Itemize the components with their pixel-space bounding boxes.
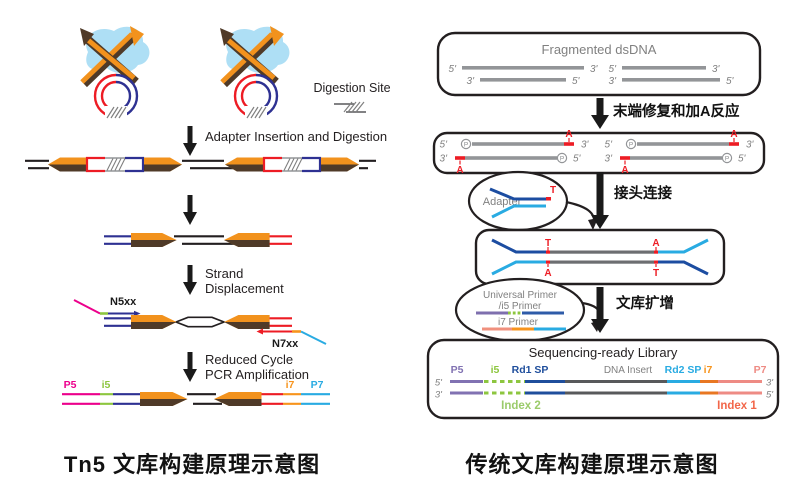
- step-label-displacement: Displacement: [205, 281, 284, 296]
- p5-label: P5: [64, 379, 77, 391]
- n7-primer-icon: [256, 328, 327, 345]
- down-arrow-step2: [183, 195, 197, 225]
- tn5-caption: Tn5 文库构建原理示意图: [63, 452, 321, 477]
- library-top-strand: [450, 380, 762, 383]
- p7-label: P7: [311, 379, 324, 391]
- i7-label: i7: [286, 379, 295, 391]
- p5-label: P5: [451, 364, 464, 376]
- tn5-final-library: [62, 392, 330, 406]
- rd1-sp-label: Rd1 SP: [512, 364, 549, 376]
- step-label-adapter-insertion: Adapter Insertion and Digestion: [205, 129, 387, 144]
- end-label: 3': [590, 64, 599, 75]
- tn5-panel-figure: Digestion Site Adapter Insertion and Dig…: [25, 0, 391, 406]
- step-label-end-repair: 末端修复和加A反应: [613, 102, 740, 120]
- dna-with-transposon-sites: [25, 157, 376, 173]
- strand-displacement-fragment: [104, 315, 292, 329]
- end-label: 3': [609, 76, 618, 87]
- adapter-legend: Adapter T: [467, 170, 598, 232]
- base-t-label: T: [653, 268, 659, 279]
- end-label: 3': [766, 378, 774, 389]
- sequencing-ready-library-box: Sequencing-ready Library P5 i5 Rd1 SP DN…: [426, 338, 780, 420]
- end-label: 3': [435, 390, 443, 401]
- i5-primer-label: /i5 Primer: [499, 301, 542, 312]
- step-label-ligation: 接头连接: [614, 184, 672, 202]
- n5-primer-icon: [73, 299, 141, 317]
- end-label: 3': [712, 64, 721, 75]
- end-label: 5': [435, 378, 443, 389]
- box4-title: Sequencing-ready Library: [529, 345, 678, 360]
- p7-label: P7: [754, 364, 767, 376]
- i5-label: i5: [491, 364, 500, 376]
- end-label: 5': [449, 64, 458, 75]
- tn5-transposome-left: [80, 26, 149, 119]
- digestion-site-icon: [334, 101, 366, 113]
- library-bottom-strand: [450, 391, 762, 395]
- down-arrow-step3: [183, 265, 197, 295]
- end-label: 5': [726, 76, 735, 87]
- base-t-label: T: [550, 185, 556, 196]
- digestion-site-label: Digestion Site: [313, 81, 390, 95]
- step-label-amplification: 文库扩增: [616, 294, 674, 312]
- index2-label: Index 2: [501, 400, 541, 412]
- dna-insert-label: DNA Insert: [604, 365, 653, 376]
- step-label-strand: Strand: [205, 266, 243, 281]
- box1-title: Fragmented dsDNA: [542, 42, 657, 57]
- a-tailed-box: [432, 128, 766, 177]
- primer-legend: Universal Primer /i5 Primer i7 Primer: [454, 277, 602, 343]
- ligated-product-box: T A A T: [474, 228, 726, 286]
- step-label-reduced-cycle: Reduced Cycle: [205, 352, 293, 367]
- end-label: 3': [467, 76, 476, 87]
- tn5-transposome-right: [220, 26, 289, 119]
- down-arrow-amplification: [591, 287, 609, 333]
- step-label-pcr-amplification: PCR Amplification: [205, 367, 309, 382]
- i7-label: i7: [704, 364, 713, 376]
- base-t-label: T: [545, 238, 551, 249]
- index1-label: Index 1: [717, 400, 757, 412]
- end-label: 5': [609, 64, 618, 75]
- rd2-sp-label: Rd2 SP: [665, 364, 702, 376]
- down-arrow-ligation: [591, 172, 609, 229]
- tagmented-fragment: [104, 233, 292, 247]
- end-label: 5': [572, 76, 581, 87]
- i7-primer-label: i7 Primer: [498, 317, 539, 328]
- universal-primer-label: Universal Primer: [483, 290, 558, 301]
- n7-primer-label: N7xx: [272, 338, 299, 350]
- down-arrow-step4: [183, 352, 197, 382]
- down-arrow-end-repair: [591, 98, 609, 129]
- i5-label: i5: [102, 379, 111, 391]
- base-a-label: A: [544, 268, 551, 279]
- base-a-label: A: [652, 238, 659, 249]
- fragmented-dsdna-box: Fragmented dsDNA 5' 3' 3' 5' 5' 3' 3' 5': [436, 31, 762, 97]
- down-arrow-step1: [183, 126, 197, 156]
- traditional-caption: 传统文库构建原理示意图: [465, 452, 719, 477]
- traditional-panel-figure: 5' P A 3' 3' A P 5' Fragmented dsDNA 5' …: [426, 31, 780, 420]
- n5-primer-label: N5xx: [110, 296, 137, 308]
- end-label: 5': [766, 390, 774, 401]
